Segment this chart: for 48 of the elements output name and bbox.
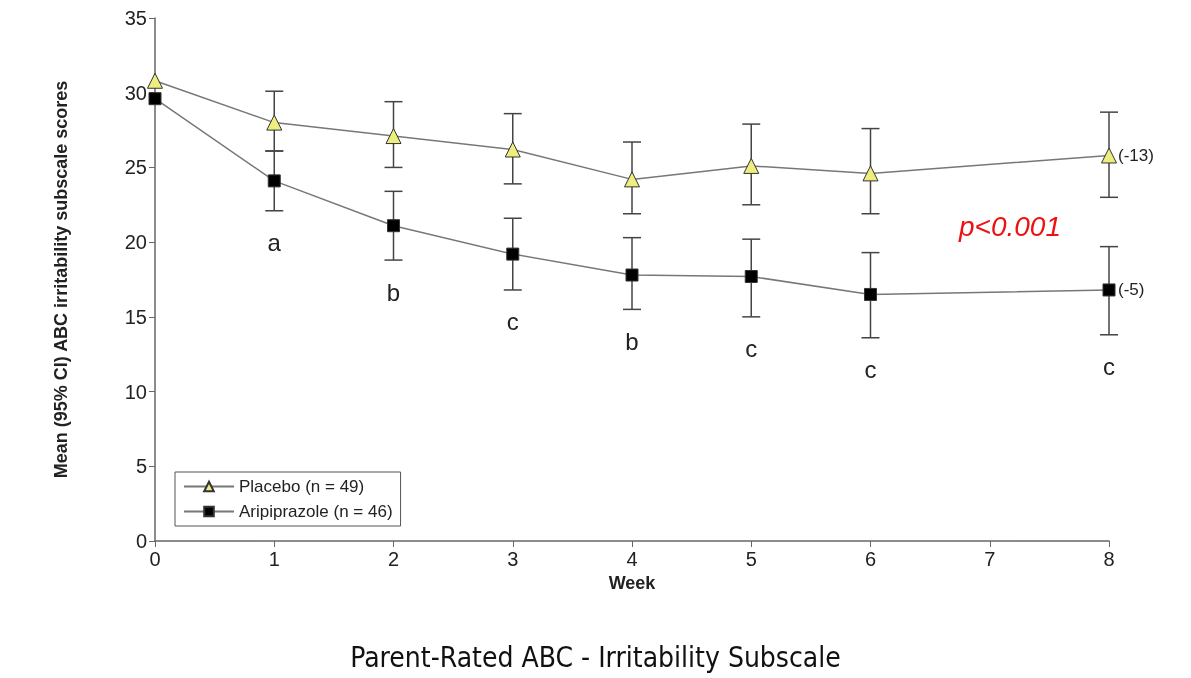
point bbox=[385, 128, 402, 145]
y-tick-label: 10 bbox=[124, 380, 147, 403]
legend-label: Aripiprazole (n = 46) bbox=[239, 502, 393, 521]
y-axis-title: Mean (95% CI) ABC irritability subscale scores bbox=[51, 80, 71, 479]
point bbox=[148, 92, 162, 106]
y-tick-label: 0 bbox=[135, 530, 147, 552]
annotation: p<0.001 bbox=[958, 210, 1062, 242]
annotation: c bbox=[745, 335, 758, 363]
point bbox=[862, 165, 879, 182]
x-tick-label: 6 bbox=[864, 548, 877, 570]
annotation: (-5) bbox=[1118, 280, 1145, 300]
annotation: c bbox=[1103, 353, 1115, 381]
annotation: a bbox=[267, 229, 282, 257]
point bbox=[387, 219, 400, 233]
point bbox=[1102, 283, 1116, 297]
point bbox=[625, 268, 639, 282]
legend-label: Placebo (n = 49) bbox=[239, 477, 365, 496]
x-tick-label: 0 bbox=[149, 548, 161, 570]
y-tick-label: 20 bbox=[124, 231, 147, 254]
text: Parent-Rated ABC - Irritability Subscale bbox=[350, 640, 841, 674]
point bbox=[864, 287, 877, 301]
x-tick-label: 7 bbox=[984, 548, 996, 570]
x-tick-label: 1 bbox=[268, 548, 280, 570]
x-tick-label: 5 bbox=[745, 548, 757, 570]
x-axis-title: Week bbox=[608, 572, 657, 593]
point bbox=[506, 247, 520, 261]
annotation: b bbox=[625, 327, 639, 355]
point bbox=[504, 141, 521, 158]
y-tick-label: 30 bbox=[124, 81, 147, 104]
y-tick-label: 25 bbox=[124, 156, 147, 179]
point bbox=[624, 171, 640, 188]
annotation: c bbox=[506, 308, 519, 336]
point bbox=[267, 174, 281, 188]
x-tick-label: 2 bbox=[387, 548, 400, 570]
x-tick-label: 3 bbox=[507, 548, 519, 570]
point bbox=[1101, 147, 1117, 164]
y-tick-label: 15 bbox=[124, 305, 147, 328]
annotation: c bbox=[864, 356, 877, 384]
annotation: b bbox=[386, 278, 401, 306]
x-tick-label: 8 bbox=[1103, 548, 1115, 570]
x-tick-label: 4 bbox=[626, 548, 638, 570]
point bbox=[744, 270, 758, 284]
annotation: (-13) bbox=[1118, 145, 1154, 165]
point bbox=[743, 157, 760, 174]
point bbox=[147, 72, 163, 89]
point bbox=[266, 114, 283, 131]
y-tick-label: 5 bbox=[135, 455, 147, 478]
y-tick-label: 35 bbox=[124, 7, 147, 29]
